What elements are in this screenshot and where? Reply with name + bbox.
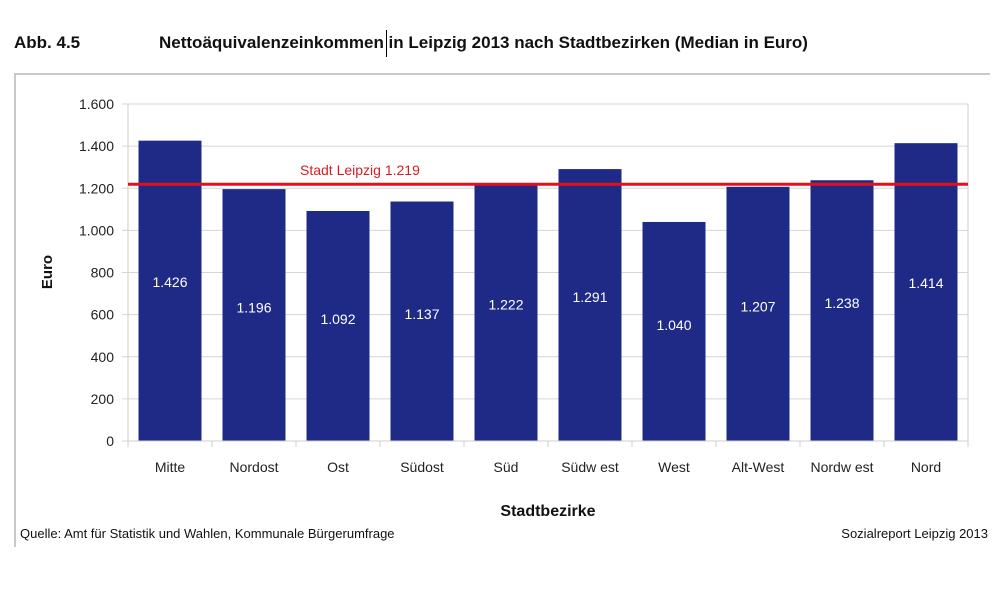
- x-axis-title: Stadtbezirke: [500, 503, 595, 520]
- bar: [222, 189, 286, 441]
- y-tick-label: 1.200: [79, 180, 114, 196]
- x-tick-label: Südost: [400, 459, 444, 475]
- bar: [390, 201, 454, 441]
- chart-frame: [14, 73, 990, 547]
- x-tick-label: Südw est: [561, 459, 619, 475]
- x-tick-label: Nord: [911, 459, 941, 475]
- x-tick-label: Nordw est: [810, 459, 873, 475]
- y-tick-label: 1.600: [79, 96, 114, 112]
- bar: [306, 210, 370, 441]
- figure-number: Abb. 4.5: [14, 33, 81, 52]
- bar-value-label: 1.207: [740, 298, 775, 314]
- y-tick-label: 1.400: [79, 138, 114, 154]
- figure-header: Abb. 4.5 Nettoäquivalenzeinkommen in Lei…: [14, 33, 994, 57]
- y-tick-label: 400: [91, 349, 115, 365]
- bars: 1.426 1.196 1.092 1.137 1.222 1.291 1.040 1.207…: [138, 140, 958, 441]
- bar-value-label: 1.196: [236, 299, 271, 315]
- x-tick-label: Nordost: [229, 459, 278, 475]
- y-tick-label: 200: [91, 391, 115, 407]
- source-note: Quelle: Amt für Statistik und Wahlen, Ko…: [20, 526, 395, 541]
- bar-value-label: 1.238: [824, 295, 859, 311]
- bar-value-label: 1.092: [320, 311, 355, 327]
- y-axis-title: Euro: [39, 255, 56, 289]
- x-tick-label: Alt-West: [732, 459, 785, 475]
- y-tick-label: 600: [91, 307, 115, 323]
- x-tick-label: Süd: [494, 459, 519, 475]
- bar: [138, 140, 202, 441]
- x-tick-label: Ost: [327, 459, 349, 475]
- y-tick-label: 1.000: [79, 222, 114, 238]
- reference-line-label: Stadt Leipzig 1.219: [300, 162, 420, 178]
- reference-line-group: Stadt Leipzig 1.219: [128, 162, 968, 186]
- bar: [894, 143, 958, 441]
- axes: 0 200 400 600 800 1.000 1.200 1.400 1.600 Mitte No…: [79, 96, 969, 475]
- bar-value-label: 1.222: [488, 297, 523, 313]
- x-tick-label: West: [658, 459, 690, 475]
- y-tick-label: 0: [106, 433, 114, 449]
- text-cursor: [386, 30, 387, 57]
- bar-value-label: 1.414: [908, 275, 943, 291]
- bar: [642, 221, 706, 441]
- y-tick-label: 800: [91, 265, 115, 281]
- bar-value-label: 1.291: [572, 289, 607, 305]
- bar-value-label: 1.040: [656, 317, 691, 333]
- bar: [558, 169, 622, 441]
- x-tick-label: Mitte: [155, 459, 186, 475]
- bar: [810, 180, 874, 441]
- bar: [726, 186, 790, 441]
- report-name: Sozialreport Leipzig 2013: [841, 526, 988, 541]
- bar-value-label: 1.137: [404, 306, 439, 322]
- bar-value-label: 1.426: [152, 274, 187, 290]
- bar: [474, 183, 538, 441]
- figure-title: Nettoäquivalenzeinkommen in Leipzig 2013…: [159, 33, 808, 52]
